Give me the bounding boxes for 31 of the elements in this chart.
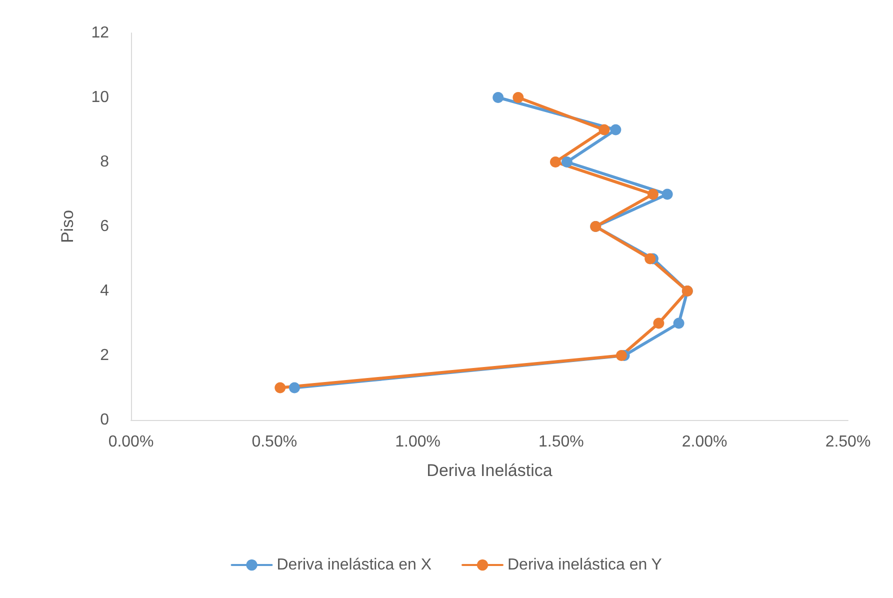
x-tick-label: 1.50% <box>538 434 584 450</box>
point <box>598 124 610 136</box>
x-tick-label: 0.00% <box>108 434 154 450</box>
x-axis-title: Deriva Inelástica <box>426 461 553 480</box>
y-tick-label: 8 <box>100 154 110 170</box>
point <box>550 156 561 168</box>
legend-label: Deriva inelástica en X <box>276 556 432 574</box>
point <box>492 92 504 103</box>
y-tick-label: 2 <box>100 347 110 364</box>
x-tick-label: 2.00% <box>682 434 728 450</box>
point <box>673 318 684 329</box>
y-tick-label: 10 <box>91 89 110 106</box>
x-tick-label: 1.00% <box>395 434 440 450</box>
y-tick-label: 12 <box>91 24 110 42</box>
point <box>610 124 622 136</box>
y-tick-label: 0 <box>100 412 110 428</box>
legend-label: Deriva inelástica en Y <box>508 556 662 574</box>
point <box>561 156 572 168</box>
point <box>616 350 627 361</box>
y-tick-label: 6 <box>100 218 110 235</box>
x-tick-label: 2.50% <box>825 434 871 450</box>
point <box>662 188 673 200</box>
point <box>653 318 664 329</box>
x-tick-label: 0.50% <box>252 434 298 450</box>
y-tick-label: 4 <box>100 282 110 300</box>
point <box>647 188 658 200</box>
point <box>288 382 300 394</box>
point <box>274 382 286 394</box>
point <box>512 92 524 103</box>
y-axis-title: Piso <box>58 210 77 244</box>
point <box>644 253 656 264</box>
